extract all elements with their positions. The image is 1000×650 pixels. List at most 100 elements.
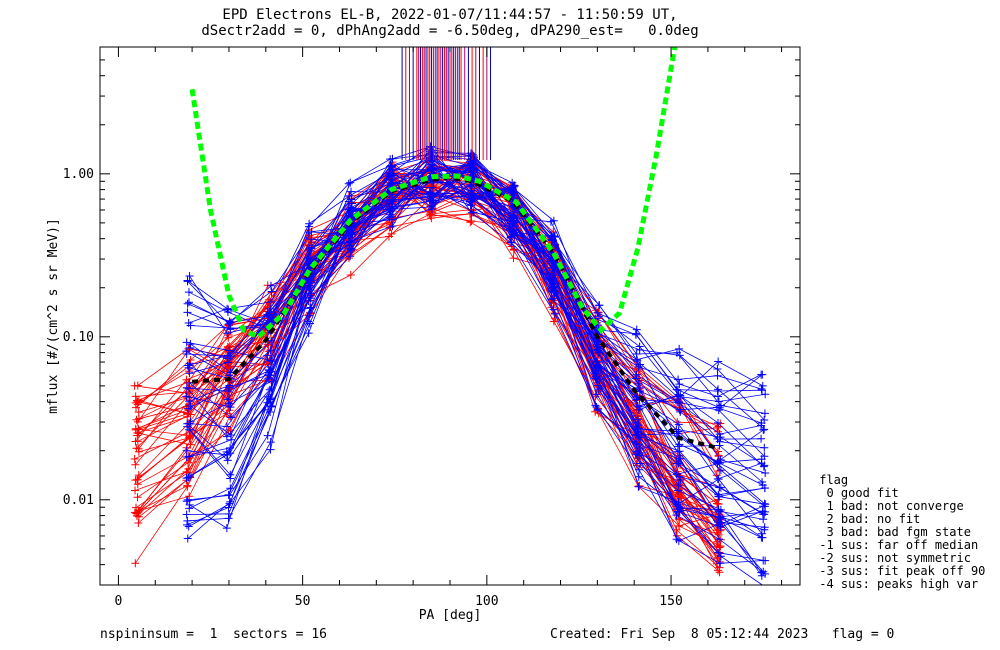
trace-point-6-7-9 xyxy=(550,231,559,240)
trace-point-0-2-4 xyxy=(305,231,314,240)
trace-point-4-6-1 xyxy=(183,409,192,418)
trace-point-9-8-11 xyxy=(635,444,644,453)
trace-point-8-3-0 xyxy=(184,473,193,482)
trace-point-2-4-0 xyxy=(131,476,140,485)
trace-point-2-7-14 xyxy=(715,568,724,577)
footer-right: Created: Fri Sep 8 05:12:44 2023 flag = … xyxy=(550,627,895,642)
trace-point-7-2-1 xyxy=(225,381,234,390)
trace-point-9-4-9 xyxy=(549,294,558,303)
trace-point-3-0-1 xyxy=(185,492,194,501)
trace-point-8-6-13 xyxy=(714,475,723,484)
trace-point-9-8-13 xyxy=(716,559,725,568)
legend-entry-4: 3 bad: bad fgm state xyxy=(812,525,971,539)
trace-point-9-6-10 xyxy=(592,357,601,366)
trace-point-5-5-1 xyxy=(223,329,232,338)
trace-point-5-7-0 xyxy=(184,298,193,307)
trace-point-9-0-0 xyxy=(183,495,192,504)
trace-point-9-6-11 xyxy=(634,482,643,491)
trace-point-5-7-10 xyxy=(595,301,604,310)
trace-point-6-7-2 xyxy=(267,336,276,345)
trace-point-9-0-2 xyxy=(263,431,272,440)
trace-point-6-5-2 xyxy=(263,310,272,319)
trace-point-9-8-8 xyxy=(506,238,515,247)
trace-point-9-0-4 xyxy=(347,246,356,255)
trace-point-4-4-2 xyxy=(225,342,234,351)
legend-entry-2: 1 bad: not converge xyxy=(812,499,964,513)
trace-point-9-6-9 xyxy=(548,284,557,293)
trace-point-5-8-1 xyxy=(224,319,233,328)
trace-point-7-7-1 xyxy=(224,399,233,408)
trace-point-7-6-14 xyxy=(758,478,767,487)
trace-point-2-5-14 xyxy=(713,566,722,575)
trace-point-8-6-7 xyxy=(467,195,476,204)
trace-point-9-5-12 xyxy=(675,504,684,513)
trace-point-9-8-9 xyxy=(550,309,559,318)
trace-point-9-8-0 xyxy=(183,534,192,543)
trace-point-1-6-0 xyxy=(131,460,140,469)
trace-point-7-5-1 xyxy=(222,422,231,431)
trace-line-7-7 xyxy=(190,168,762,480)
chart-title-line2: dSectr2add = 0, dPhAng2add = -6.50deg, d… xyxy=(201,23,699,39)
trace-point-5-6-3 xyxy=(307,228,316,237)
legend-entry-1: 0 good fit xyxy=(812,486,899,500)
trace-point-3-2-5 xyxy=(346,270,355,279)
trace-point-9-7-13 xyxy=(716,505,725,514)
trace-point-7-3-1 xyxy=(222,432,231,441)
trace-point-8-0-4 xyxy=(346,252,355,261)
trace-point-7-1-14 xyxy=(761,500,770,509)
x-tick-label-150: 150 xyxy=(659,594,682,609)
x-axis-label: PA [deg] xyxy=(419,608,482,623)
trace-line-1-4 xyxy=(138,167,718,521)
trace-point-9-6-0 xyxy=(182,520,191,529)
trace-point-8-6-4 xyxy=(348,229,357,238)
trace-point-3-7-6 xyxy=(385,232,394,241)
trace-point-7-6-0 xyxy=(182,392,191,401)
trace-point-9-7-14 xyxy=(758,533,767,542)
trace-point-6-2-14 xyxy=(759,425,768,434)
trace-point-7-8-0 xyxy=(185,378,194,387)
trace-point-6-4-0 xyxy=(182,338,191,347)
trace-point-9-3-11 xyxy=(635,465,644,474)
trace-point-3-5-13 xyxy=(675,522,684,531)
trace-point-8-5-11 xyxy=(635,402,644,411)
trace-point-5-3-4 xyxy=(345,191,354,200)
trace-point-7-0-9 xyxy=(547,295,556,304)
trace-point-9-7-0 xyxy=(185,500,194,509)
trace-point-8-8-1 xyxy=(227,435,236,444)
trace-point-8-5-5 xyxy=(388,165,397,174)
trace-point-9-4-7 xyxy=(468,190,477,199)
trace-point-6-4-12 xyxy=(676,391,685,400)
trace-point-9-7-7 xyxy=(466,181,475,190)
trace-point-6-2-0 xyxy=(182,347,191,356)
y-tick-label-2: 1.00 xyxy=(63,167,94,182)
trace-point-4-7-12 xyxy=(635,365,644,374)
trace-point-9-7-3 xyxy=(305,304,314,313)
trace-point-9-8-1 xyxy=(226,497,235,506)
trace-point-6-5-1 xyxy=(224,351,233,360)
trace-point-5-8-12 xyxy=(675,344,684,353)
trace-point-7-6-2 xyxy=(267,357,276,366)
trace-point-4-8-14 xyxy=(713,447,722,456)
trace-point-6-4-1 xyxy=(225,346,234,355)
trace-point-9-6-7 xyxy=(469,208,478,217)
trace-point-8-5-8 xyxy=(509,227,518,236)
trace-point-5-5-13 xyxy=(714,385,723,394)
trace-point-5-8-9 xyxy=(549,216,558,225)
trace-point-9-5-6 xyxy=(427,163,436,172)
trace-point-8-0-7 xyxy=(466,201,475,210)
trace-point-8-4-14 xyxy=(760,510,769,519)
trace-point-8-8-10 xyxy=(593,346,602,355)
trace-point-8-6-8 xyxy=(510,181,519,190)
trace-point-9-8-4 xyxy=(345,237,354,246)
trace-point-5-3-2 xyxy=(266,297,275,306)
trace-point-4-5-1 xyxy=(182,402,191,411)
trace-point-5-5-0 xyxy=(185,272,194,281)
trace-point-6-7-4 xyxy=(347,187,356,196)
trace-point-7-4-2 xyxy=(263,351,272,360)
trace-point-9-8-7 xyxy=(468,172,477,181)
trace-point-6-8-12 xyxy=(676,407,685,416)
legend-entry-3: 2 bad: no fit xyxy=(812,512,921,526)
trace-point-7-8-1 xyxy=(227,413,236,422)
trace-point-5-2-14 xyxy=(757,385,766,394)
trace-point-5-4-14 xyxy=(760,409,769,418)
